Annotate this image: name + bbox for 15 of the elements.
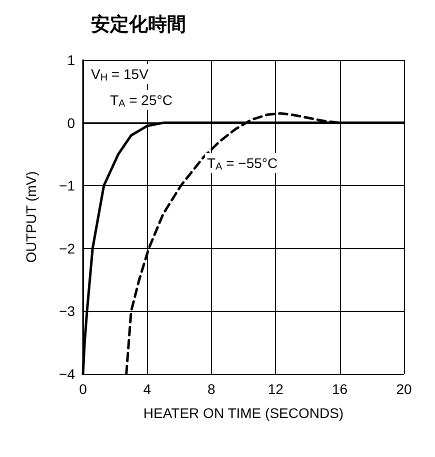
y-axis-title: OUTPUT (mV) <box>23 171 39 263</box>
y-tick-label: −3 <box>59 303 76 320</box>
x-tick-label: 12 <box>268 381 284 397</box>
x-tick-label: 16 <box>332 381 348 397</box>
x-tick-label: 4 <box>143 381 152 397</box>
y-tick-label: −4 <box>59 366 76 382</box>
y-tick-label: −1 <box>59 178 76 194</box>
x-tick-label: 8 <box>208 381 216 397</box>
x-axis-title: HEATER ON TIME (SECONDS) <box>143 405 344 421</box>
y-tick-label: 0 <box>67 114 76 131</box>
y-tick-label: 1 <box>67 52 76 68</box>
chart-title: 安定化時間 <box>91 14 186 36</box>
x-tick-label: 0 <box>79 381 88 397</box>
y-tick-label: −2 <box>59 240 76 256</box>
x-tick-label: 20 <box>396 381 412 397</box>
